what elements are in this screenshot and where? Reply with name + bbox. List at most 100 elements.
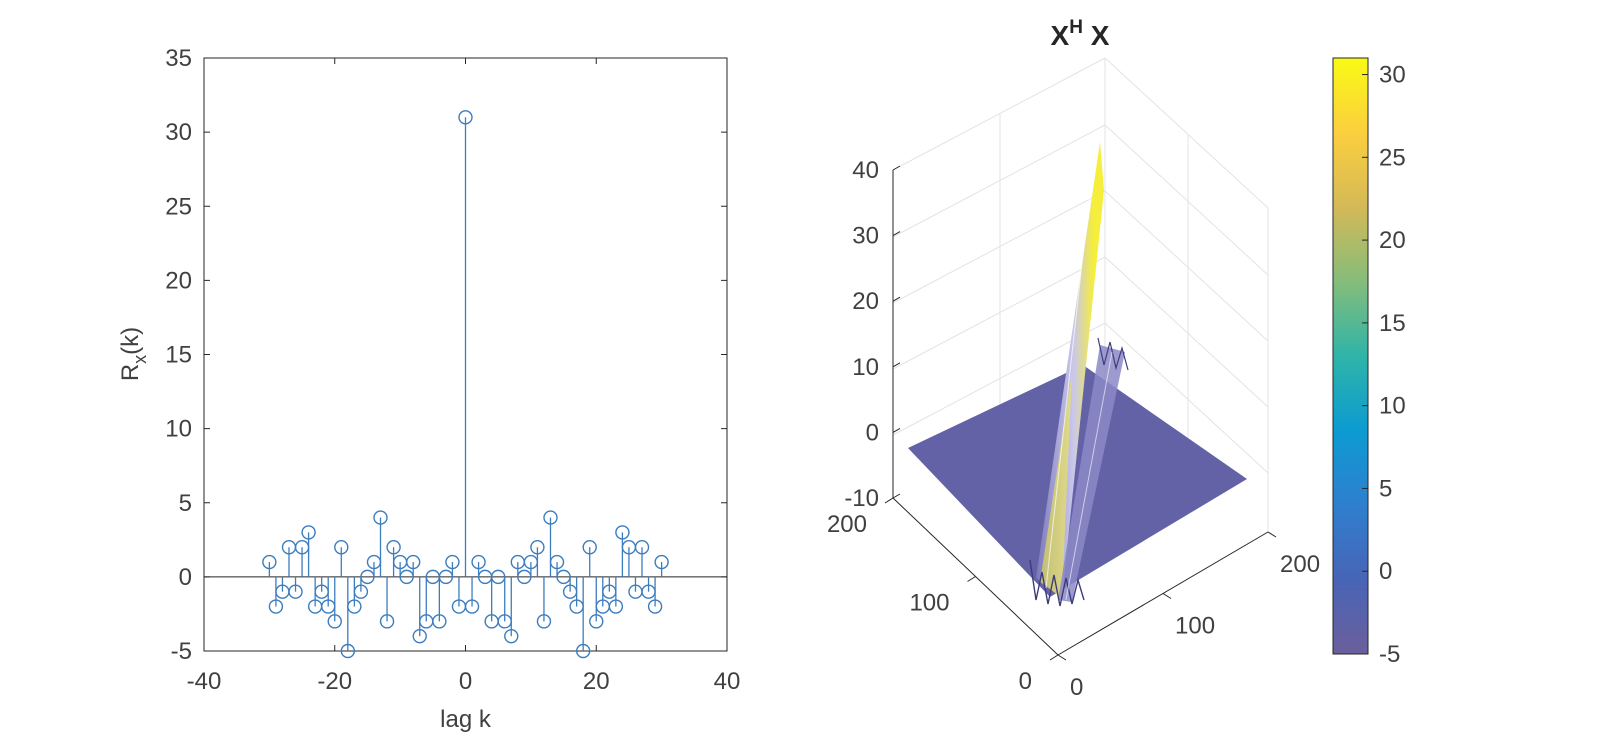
y-axis-label-tail: (k)	[117, 327, 144, 355]
stem-plot: -40 -20 0 20 40 -5 0 5 10 15 20 25 30 35 lag k Rx(k)	[117, 45, 740, 733]
y-axis-label: Rx(k)	[117, 327, 150, 381]
stem-marker	[504, 628, 519, 644]
stem-point	[445, 554, 460, 577]
z-tick-mark	[892, 493, 901, 499]
stem-point	[458, 110, 473, 577]
surface-ripples-top	[1097, 337, 1129, 371]
stem-marker	[288, 584, 303, 599]
stem-marker	[530, 540, 545, 555]
x-axis-label: lag k	[440, 706, 492, 733]
z-tick-mark	[892, 362, 901, 368]
stem-marker	[379, 614, 395, 629]
y-tick-label: 25	[165, 193, 192, 220]
stem-point	[301, 525, 316, 577]
z-tick-mark	[892, 231, 901, 237]
stem-point	[647, 576, 663, 614]
surface-axis-ticks: -10 0 10 20 30 40 0 100 200 0 100 200	[827, 157, 1320, 701]
surface-title-main: X	[1051, 20, 1070, 51]
surface-ripples	[1029, 559, 1085, 607]
y-tick-label: -5	[171, 638, 192, 665]
x3d-tick-label: 100	[1175, 613, 1215, 640]
z-tick-mark	[892, 296, 901, 302]
stem-marker	[327, 614, 342, 629]
y-tick-label: 0	[179, 564, 192, 591]
stem-marker	[615, 525, 630, 540]
z-tick-mark	[892, 165, 901, 171]
stem-marker	[575, 643, 591, 659]
stem-point	[340, 576, 356, 659]
stem-marker	[353, 584, 369, 599]
z-tick-label: 10	[852, 354, 879, 381]
colorbar-tick-label: 20	[1379, 227, 1406, 254]
surface-title-sup: H	[1069, 17, 1083, 38]
stem-point	[608, 576, 624, 614]
stem-point	[373, 510, 388, 577]
stem-point	[288, 576, 303, 599]
stem-point	[536, 576, 552, 629]
y3d-tick-mark	[1049, 654, 1059, 661]
y3d-tick-mark	[967, 576, 976, 582]
stem-marker	[634, 540, 650, 555]
stem-point	[327, 576, 342, 629]
stem-marker	[608, 599, 624, 614]
stem-marker	[471, 554, 486, 570]
stem-marker	[582, 540, 597, 555]
stem-marker	[464, 599, 480, 614]
stem-point	[379, 576, 395, 629]
surface-edge-line	[1045, 154, 1095, 589]
stem-point	[654, 554, 669, 577]
surface-title: XH X	[1051, 17, 1110, 51]
colorbar-tick-label: 10	[1379, 393, 1406, 420]
stem-marker	[373, 510, 388, 525]
stem-series	[262, 110, 669, 659]
colorbar: -5 0 5 10 15 20 25 30	[1332, 57, 1406, 668]
stem-point	[334, 540, 349, 577]
colorbar-bar	[1332, 57, 1369, 655]
colorbar-tick-label: -5	[1379, 641, 1400, 668]
stem-point	[582, 540, 597, 577]
stem-point	[575, 576, 591, 659]
stem-marker	[268, 599, 284, 614]
colorbar-ticks: -5 0 5 10 15 20 25 30	[1362, 62, 1406, 668]
x-tick-label: -40	[187, 668, 222, 695]
x3d-tick-mark	[1162, 593, 1172, 599]
x-tick-label: 20	[583, 668, 610, 695]
y3d-tick-label: 100	[909, 590, 949, 617]
surface-edge-line-2	[1065, 351, 1113, 601]
z-tick-label: 20	[852, 288, 879, 315]
colorbar-tick-label: 25	[1379, 144, 1406, 171]
stem-marker	[536, 614, 552, 629]
surface-title-tail: X	[1083, 20, 1110, 51]
stem-point	[412, 576, 427, 644]
stem-marker	[412, 628, 427, 644]
y-axis-label-main: R	[117, 364, 144, 381]
x-tick-label: 0	[459, 668, 472, 695]
stem-marker	[262, 554, 277, 570]
stem-point	[432, 576, 447, 629]
y-tick-label: 30	[165, 119, 192, 146]
stem-point	[406, 554, 421, 577]
stem-marker	[301, 525, 316, 540]
x3d-tick-mark	[1057, 654, 1067, 661]
stem-point	[464, 576, 480, 614]
y-axis-label-sub: x	[130, 355, 150, 364]
surface-base-plane	[908, 365, 1247, 597]
colorbar-tick-label: 30	[1379, 62, 1406, 89]
y-tick-label: 5	[179, 490, 192, 517]
colorbar-tick-label: 5	[1379, 475, 1392, 502]
stem-marker	[432, 614, 447, 629]
stem-marker	[549, 554, 565, 570]
x-tick-label: -20	[317, 668, 352, 695]
stem-point	[589, 576, 604, 629]
stem-marker	[334, 540, 349, 555]
y-tick-label: 15	[165, 342, 192, 369]
y-tick-label: 10	[165, 416, 192, 443]
stem-point	[615, 525, 630, 577]
stem-point	[262, 554, 277, 577]
stem-marker	[654, 554, 669, 570]
y3d-tick-mark	[884, 497, 894, 504]
stem-point	[504, 576, 519, 644]
colorbar-tick-label: 0	[1379, 558, 1392, 585]
z-tick-mark	[892, 427, 901, 433]
